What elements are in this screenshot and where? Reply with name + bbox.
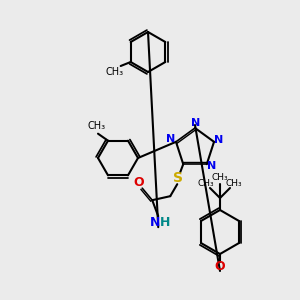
- Text: N: N: [150, 216, 160, 229]
- Text: N: N: [167, 134, 176, 144]
- Text: CH₃: CH₃: [212, 173, 228, 182]
- Text: O: O: [215, 260, 225, 272]
- Text: CH₃: CH₃: [226, 179, 242, 188]
- Text: N: N: [191, 118, 201, 128]
- Text: CH₃: CH₃: [106, 67, 124, 77]
- Text: S: S: [173, 171, 183, 185]
- Text: CH₃: CH₃: [88, 121, 106, 131]
- Text: N: N: [207, 161, 216, 171]
- Text: CH₃: CH₃: [198, 179, 214, 188]
- Text: O: O: [133, 176, 144, 189]
- Text: H: H: [160, 216, 170, 229]
- Text: N: N: [214, 135, 224, 145]
